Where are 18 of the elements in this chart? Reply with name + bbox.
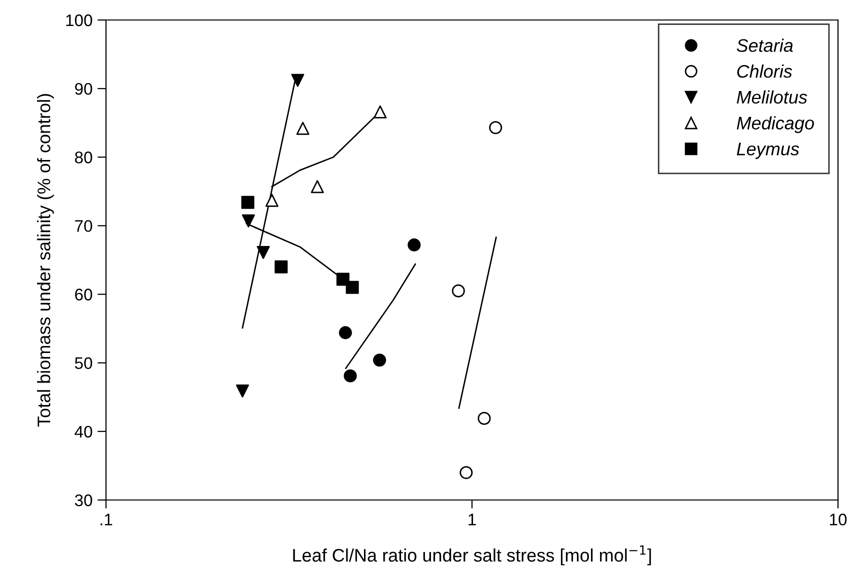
y-tick-label: 70 (75, 220, 92, 232)
y-tick-label: 40 (74, 426, 92, 438)
legend-label: Setaria (736, 38, 793, 52)
legend-label: Medicago (736, 116, 814, 134)
legend-label: Melilotus (736, 90, 808, 104)
x-tick-label: 10 (830, 514, 847, 526)
legend-label: Chloris (737, 64, 792, 78)
y-tick-label: 50 (74, 357, 92, 370)
x-tick-label: 1 (468, 514, 476, 526)
x-tick-label: .1 (100, 514, 112, 526)
x-axis-title: Leaf Cl/Na ratio under salt stress [mol mol$^{−1}$] (293, 545, 651, 566)
y-tick-label: 30 (74, 494, 92, 506)
y-tick-label: 90 (75, 82, 92, 95)
y-axis-title: Total biomass under salinity (% of control) (37, 94, 54, 427)
legend-label: Leymus (736, 142, 800, 159)
y-tick-label: 60 (75, 288, 92, 300)
y-tick-label: 100 (66, 14, 92, 26)
y-tick-label: 80 (74, 152, 92, 164)
